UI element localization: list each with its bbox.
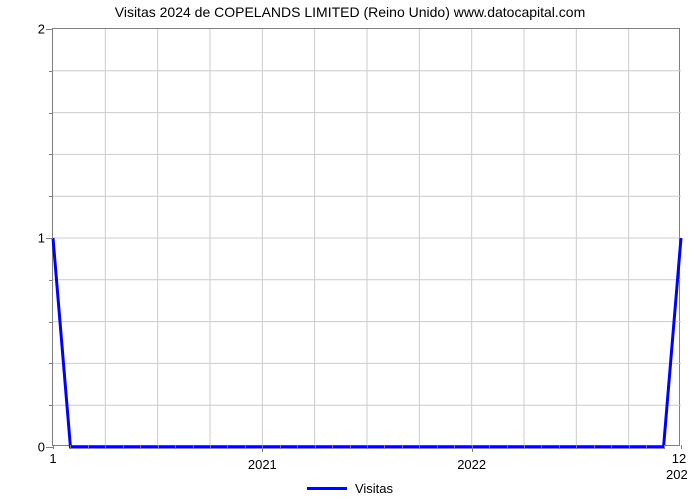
plot-area: 01220212022112202 [52, 28, 680, 446]
legend: Visitas [0, 481, 700, 496]
legend-swatch [307, 487, 347, 490]
x-minor-tick [681, 445, 682, 449]
x-minor-tick [262, 445, 263, 449]
x-minor-tick [524, 445, 525, 449]
y-minor-tick [49, 363, 53, 364]
x-end-secondary-label: 202 [666, 467, 688, 482]
x-minor-tick [489, 445, 490, 449]
y-tick-mark [46, 238, 53, 239]
x-minor-tick [297, 445, 298, 449]
y-tick-label: 0 [38, 440, 45, 455]
x-minor-tick [646, 445, 647, 449]
x-tick-label: 2022 [457, 457, 486, 472]
x-minor-tick [158, 445, 159, 449]
x-minor-tick [315, 445, 316, 449]
x-minor-tick [227, 445, 228, 449]
x-minor-tick [576, 445, 577, 449]
x-minor-tick [541, 445, 542, 449]
x-minor-tick [350, 445, 351, 449]
x-minor-tick [611, 445, 612, 449]
x-minor-tick [332, 445, 333, 449]
y-minor-tick [49, 322, 53, 323]
x-minor-tick [594, 445, 595, 449]
x-minor-tick [140, 445, 141, 449]
x-minor-tick [175, 445, 176, 449]
chart-title: Visitas 2024 de COPELANDS LIMITED (Reino… [0, 4, 700, 20]
x-minor-tick [664, 445, 665, 449]
x-minor-tick [454, 445, 455, 449]
x-minor-tick [437, 445, 438, 449]
x-minor-tick [88, 445, 89, 449]
x-minor-tick [210, 445, 211, 449]
x-minor-tick [367, 445, 368, 449]
y-minor-tick [49, 405, 53, 406]
x-minor-tick [53, 445, 54, 449]
x-minor-tick [193, 445, 194, 449]
y-tick-mark [46, 29, 53, 30]
x-minor-tick [105, 445, 106, 449]
x-minor-tick [384, 445, 385, 449]
legend-label: Visitas [355, 481, 393, 496]
x-minor-tick [629, 445, 630, 449]
x-minor-tick [559, 445, 560, 449]
y-tick-label: 2 [38, 22, 45, 37]
x-minor-tick [402, 445, 403, 449]
series-line [53, 238, 681, 447]
y-minor-tick [49, 113, 53, 114]
x-tick-label: 2021 [248, 457, 277, 472]
x-start-label: 1 [49, 451, 56, 466]
y-tick-label: 1 [38, 231, 45, 246]
x-minor-tick [507, 445, 508, 449]
x-minor-tick [472, 445, 473, 449]
x-minor-tick [280, 445, 281, 449]
x-minor-tick [419, 445, 420, 449]
chart-container: Visitas 2024 de COPELANDS LIMITED (Reino… [0, 0, 700, 500]
x-minor-tick [245, 445, 246, 449]
x-minor-tick [70, 445, 71, 449]
x-end-label: 12 [672, 451, 686, 466]
y-minor-tick [49, 196, 53, 197]
y-minor-tick [49, 154, 53, 155]
y-tick-mark [46, 447, 53, 448]
y-minor-tick [49, 71, 53, 72]
x-minor-tick [123, 445, 124, 449]
y-minor-tick [49, 280, 53, 281]
series-layer [53, 29, 679, 445]
